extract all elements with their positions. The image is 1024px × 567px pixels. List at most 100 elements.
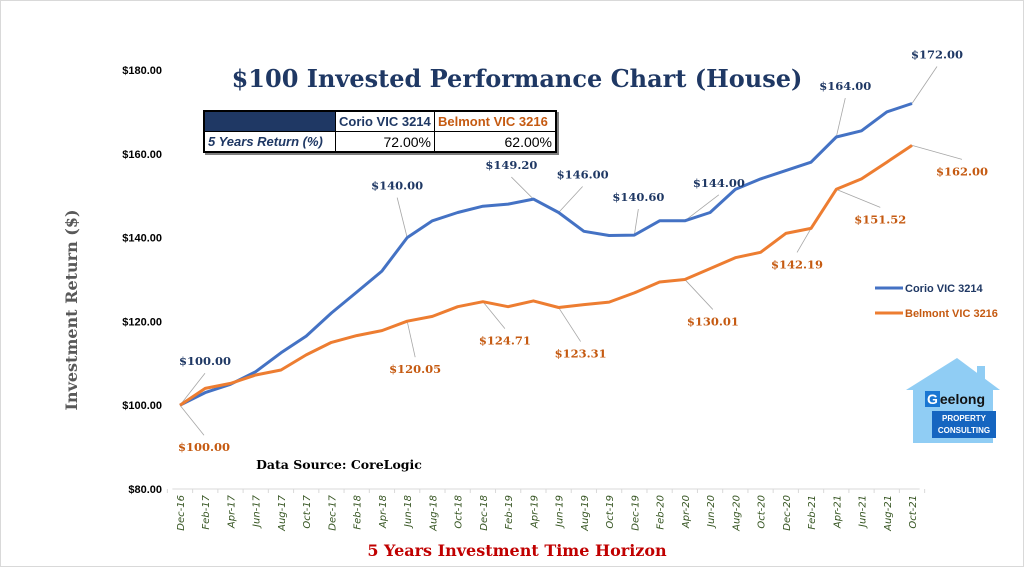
x-tick-label: Oct-17: [302, 494, 313, 528]
data-label: $151.52: [854, 212, 906, 226]
data-label: $142.19: [771, 257, 823, 271]
x-tick-label: Apr-20: [681, 495, 692, 529]
leader-lines: [179, 66, 963, 436]
returns-table: Corio VIC 3214 Belmont VIC 3216 5 Years …: [203, 110, 557, 153]
data-label: $130.01: [687, 314, 739, 328]
series-lines: [179, 102, 913, 407]
logo-name: eelong: [939, 391, 986, 407]
y-tick-label: $140.00: [122, 233, 162, 245]
table-header-blank: [203, 110, 336, 132]
x-tick-label: Jun-20: [706, 495, 717, 529]
data-labels: $100.00 $140.00 $149.20 $146.00$140.60 $144.…: [178, 48, 988, 455]
data-label: $164.00: [819, 79, 871, 93]
x-tick-label: Apr-19: [529, 495, 540, 529]
leader-line: [179, 372, 206, 406]
x-tick-label: Apr-21: [832, 495, 843, 529]
x-tick-label: Jun-19: [555, 495, 566, 529]
x-tick-label: Dec-19: [630, 495, 641, 531]
series-line-corio-vic-3214: [179, 102, 913, 407]
y-tick-label: $80.00: [128, 484, 162, 496]
data-label: $123.31: [555, 347, 607, 361]
leader-line: [396, 197, 408, 238]
y-tick-label: $180.00: [122, 65, 162, 77]
table-value-corio: 72.00%: [335, 131, 435, 153]
logo-line-1: PROPERTY: [941, 414, 986, 423]
x-tick-label: Oct-19: [605, 495, 616, 529]
leader-line: [511, 176, 534, 200]
x-tick-label: Apr-17: [226, 494, 237, 529]
y-tick-label: $100.00: [122, 400, 162, 412]
legend: Corio VIC 3214 Belmont VIC 3216: [875, 283, 998, 320]
leader-line: [684, 194, 720, 222]
x-tick-label: Dec-20: [782, 495, 793, 531]
leader-line: [558, 307, 581, 342]
x-tick-label: Oct-20: [757, 495, 768, 529]
table-row: 5 Years Return (%) 72.00% 62.00%: [203, 131, 557, 153]
data-label: $140.60: [612, 190, 664, 204]
x-tick-label: Dec-18: [479, 495, 490, 531]
data-label: $124.71: [479, 334, 531, 348]
leader-line: [558, 186, 583, 213]
data-label: $149.20: [485, 158, 537, 172]
table-row-label: 5 Years Return (%): [203, 131, 336, 153]
data-label: $144.00: [693, 176, 745, 190]
x-tick-label: Feb-20: [656, 495, 667, 530]
x-tick-label: Jun-17: [252, 494, 263, 529]
y-tick-label: $120.00: [122, 316, 162, 328]
leader-line: [836, 188, 881, 208]
table-header-belmont: Belmont VIC 3216: [434, 110, 557, 132]
leader-line: [179, 404, 205, 436]
x-tick-label: Dec-17: [327, 494, 338, 530]
table-header-corio: Corio VIC 3214: [335, 110, 435, 132]
x-tick-label: Aug-21: [883, 495, 894, 532]
leader-line: [633, 209, 639, 236]
y-axis: $80.00 $100.00 $120.00 $140.00 $160.00 $180.0…: [122, 65, 162, 496]
leader-line: [482, 301, 506, 329]
table-value-belmont: 62.00%: [434, 131, 557, 153]
data-label: $172.00: [911, 48, 963, 62]
legend-label: Belmont VIC 3216: [905, 308, 998, 320]
x-tick-label: Dec-16: [176, 495, 187, 531]
data-label: $162.00: [936, 164, 988, 178]
x-tick-label: Feb-17: [201, 494, 212, 529]
leader-line: [835, 97, 846, 138]
house-chimney: [977, 366, 985, 380]
leader-line: [911, 145, 963, 160]
data-label: $100.00: [178, 440, 230, 454]
data-label: $120.05: [389, 362, 441, 376]
logo-tagline-box: PROPERTY CONSULTING: [932, 411, 996, 438]
x-tick-label: Feb-18: [353, 495, 364, 530]
leader-line: [406, 321, 416, 358]
x-axis-label: 5 Years Investment Time Horizon: [367, 541, 667, 560]
leader-line: [684, 279, 714, 310]
logo-initial: G: [925, 391, 940, 407]
x-axis: Dec-16 Feb-17 Apr-17 Jun-17 Aug-17 Oct-17 Dec-…: [166, 488, 926, 532]
data-source-note: Data Source: CoreLogic: [256, 457, 422, 472]
chart-title: $100 Invested Performance Chart (House): [232, 64, 803, 93]
leader-line: [796, 228, 812, 253]
logo-line-2: CONSULTING: [937, 426, 991, 435]
x-tick-label: Oct-21: [908, 495, 919, 529]
y-tick-label: $160.00: [122, 149, 162, 161]
data-label: $146.00: [557, 167, 609, 181]
x-tick-label: Aug-17: [277, 494, 288, 531]
x-tick-label: Apr-18: [378, 495, 389, 529]
leader-line: [911, 66, 938, 104]
x-tick-label: Jun-21: [858, 495, 869, 529]
x-tick-label: Jun-18: [403, 495, 414, 529]
legend-label: Corio VIC 3214: [905, 283, 984, 295]
x-tick-label: Aug-19: [580, 495, 591, 532]
x-tick-label: Aug-18: [428, 495, 439, 532]
x-tick-label: Feb-19: [504, 495, 515, 530]
x-tick-label: Oct-18: [454, 495, 465, 529]
y-axis-label: Investment Return ($): [62, 209, 81, 410]
series-line-belmont-vic-3216: [179, 144, 913, 407]
table-header-row: Corio VIC 3214 Belmont VIC 3216: [203, 110, 557, 132]
data-label: $140.00: [371, 179, 423, 193]
data-label: $100.00: [179, 354, 231, 368]
x-tick-label: Feb-21: [807, 495, 818, 530]
x-tick-label: Aug-20: [731, 495, 742, 532]
